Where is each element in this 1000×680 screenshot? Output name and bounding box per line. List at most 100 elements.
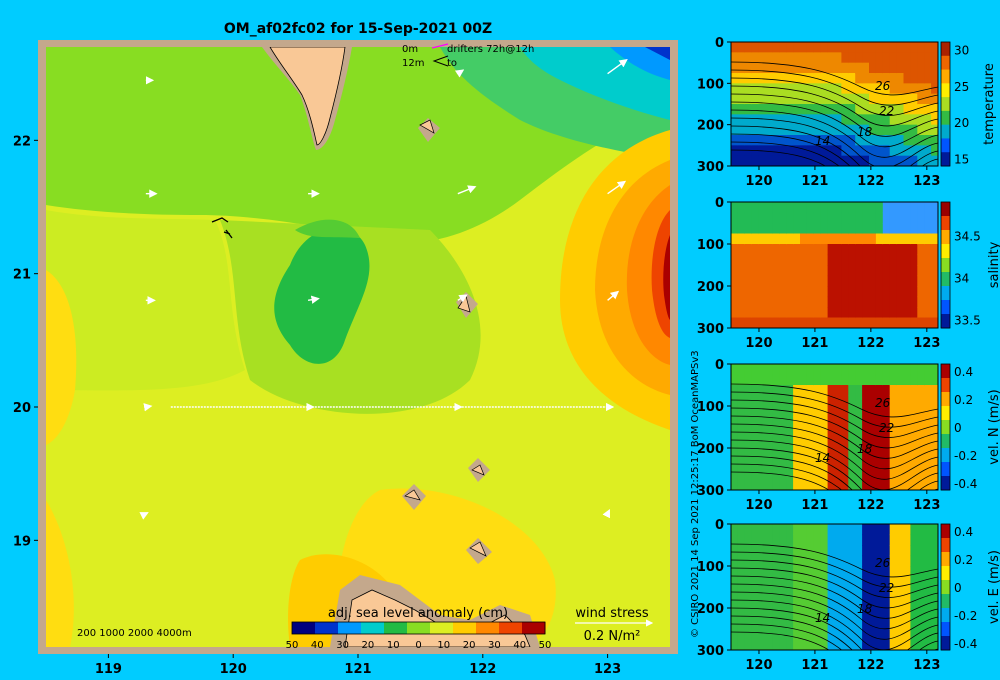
section-cell: [827, 534, 836, 546]
section-contour-label: 18: [857, 442, 873, 456]
section-cell: [806, 395, 815, 407]
section-cell: [834, 93, 842, 105]
section-cell: [800, 254, 808, 266]
section-cell: [786, 618, 794, 630]
section-cell: [903, 244, 911, 256]
section-cell: [841, 93, 849, 105]
section-cell: [820, 114, 829, 126]
section-cell: [751, 406, 760, 418]
section-cell: [910, 524, 918, 536]
section-cell: [875, 395, 884, 407]
section-cell: [800, 545, 808, 557]
section-colorbar-swatch: [941, 622, 950, 637]
section-cell: [800, 52, 808, 64]
section-cell: [917, 52, 925, 64]
section-cell: [813, 135, 822, 146]
section-cell: [765, 104, 773, 115]
section-cell: [882, 244, 891, 256]
section-colorbar-swatch: [941, 580, 950, 595]
section-cell: [862, 597, 870, 609]
section-cell: [889, 437, 898, 449]
section-cell: [820, 254, 829, 266]
section-cell: [793, 395, 801, 407]
section-cell: [855, 545, 863, 557]
section-cell: [924, 406, 932, 418]
section-cell: [875, 42, 884, 53]
section-cell: [758, 458, 767, 470]
section-cell: [903, 202, 911, 214]
section-cell: [765, 437, 773, 449]
section-cell: [931, 555, 938, 567]
section-cell: [882, 296, 891, 308]
section-cell: [737, 427, 746, 439]
section-cell: [731, 83, 739, 95]
section-cell: [848, 427, 856, 439]
section-cell: [875, 254, 884, 266]
section-cell: [917, 385, 925, 397]
section-cell: [910, 244, 918, 256]
section-cell: [889, 73, 898, 84]
section-cell: [786, 317, 794, 328]
section-cell: [896, 114, 905, 126]
section-cell: [855, 155, 863, 166]
section-cell: [924, 448, 932, 460]
section-cell: [772, 416, 780, 428]
section-cell: [827, 427, 836, 439]
section-cell: [862, 374, 870, 386]
section-cell: [903, 479, 911, 490]
section-cell: [744, 597, 753, 609]
section-cell: [917, 395, 925, 407]
section-contour-label: 18: [857, 125, 873, 139]
section-colorbar-outline: [940, 201, 951, 329]
section-cell: [744, 135, 753, 146]
section-cell: [841, 104, 849, 115]
section-cell: [869, 317, 877, 328]
section-cell: [786, 555, 794, 567]
section-cell: [889, 374, 898, 386]
section-cell: [731, 448, 739, 460]
section-cell: [834, 416, 842, 428]
section-cell: [896, 42, 905, 53]
section-cell: [813, 545, 822, 557]
section-cell: [931, 448, 938, 460]
section-cell: [813, 469, 822, 481]
section-cell: [820, 307, 829, 319]
section-cell: [786, 534, 794, 546]
section-x-tick-label: 121: [801, 498, 828, 513]
section-cell: [793, 555, 801, 567]
section-cell: [896, 254, 905, 266]
section-cell: [786, 608, 794, 620]
section-cell: [758, 104, 767, 115]
section-cell: [875, 286, 884, 298]
section-cell: [848, 202, 856, 214]
section-contour: [731, 623, 938, 650]
section-cell: [737, 576, 746, 588]
section-cell: [875, 406, 884, 418]
section-cell: [834, 223, 842, 235]
section-cell: [917, 555, 925, 567]
section-cell: [875, 73, 884, 84]
section-cell: [765, 448, 773, 460]
section-cell: [882, 275, 891, 287]
map-x-tick-label: 120: [220, 662, 247, 677]
section-cell: [903, 233, 911, 245]
section-cell: [765, 364, 773, 376]
section-cell: [841, 223, 849, 235]
section-cell: [889, 155, 898, 166]
section-cell: [779, 458, 787, 470]
section-cell: [793, 416, 801, 428]
section-cell: [841, 114, 849, 126]
section-cell: [931, 437, 938, 449]
section-cell: [751, 479, 760, 490]
section-cell: [931, 93, 938, 105]
section-cell: [737, 286, 746, 298]
section-cell: [813, 212, 822, 224]
section-colorbar-tick: 20: [954, 116, 969, 130]
wind-key-title: wind stress: [575, 606, 649, 621]
sla-colorbar-swatch: [453, 622, 477, 634]
section-cell: [889, 317, 898, 328]
section-contour-label: 26: [875, 556, 891, 570]
section-cell: [813, 114, 822, 126]
section-cell: [786, 416, 794, 428]
drifter-legend-depth-0: 0m: [402, 44, 418, 55]
